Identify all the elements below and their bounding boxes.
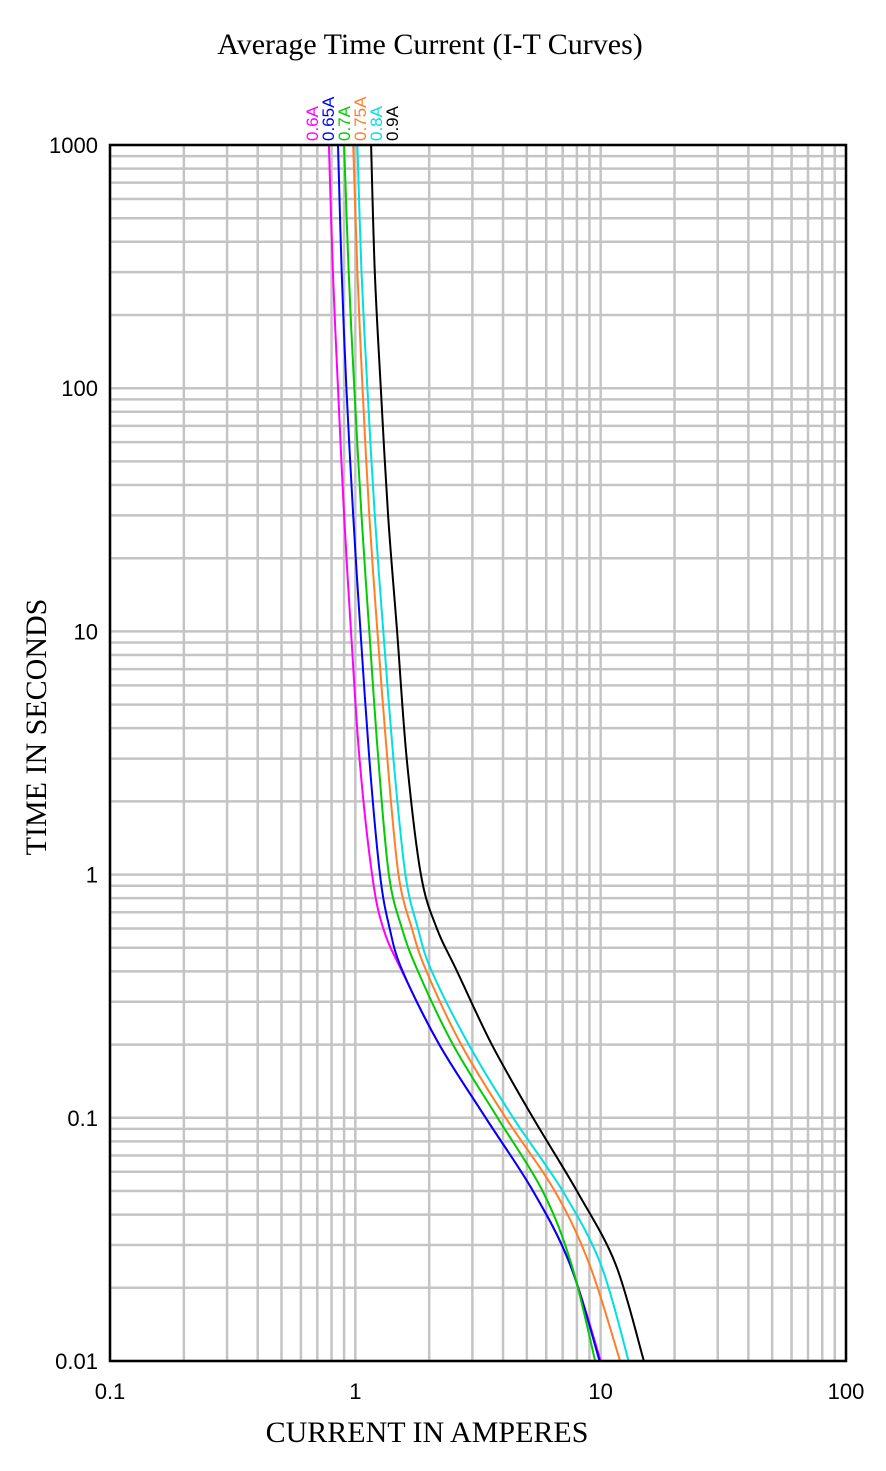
y-axis-label: TIME IN SECONDS <box>20 599 53 856</box>
y-tick-label: 10 <box>74 619 98 644</box>
x-tick-label: 100 <box>828 1379 865 1404</box>
series-line-0.75A <box>352 144 622 1362</box>
series-line-0.65A <box>337 144 601 1362</box>
chart-title: Average Time Current (I-T Curves) <box>217 28 642 61</box>
y-tick-label: 1000 <box>49 133 98 158</box>
legend-label: 0.6A <box>303 105 322 141</box>
y-tick-label: 0.1 <box>67 1106 98 1131</box>
plot-frame <box>108 143 848 1363</box>
legend-label: 0.75A <box>351 96 370 141</box>
x-tick-label: 1 <box>349 1379 361 1404</box>
series-line-0.7A <box>343 144 597 1362</box>
legend-label: 0.65A <box>319 96 338 141</box>
legend-label: 0.8A <box>367 105 386 141</box>
series-line-0.8A <box>356 144 630 1362</box>
legend-label: 0.7A <box>335 105 354 141</box>
tick-labels: 0.1 1 10 100 0.01 0.1 1 10 100 1000 <box>49 133 864 1404</box>
x-tick-label: 10 <box>588 1379 612 1404</box>
curves <box>327 144 645 1362</box>
series-line-0.9A <box>370 144 645 1362</box>
x-tick-label: 0.1 <box>95 1379 126 1404</box>
y-tick-label: 100 <box>61 376 98 401</box>
x-axis-label: CURRENT IN AMPERES <box>266 1416 589 1449</box>
y-tick-label: 0.01 <box>55 1349 98 1374</box>
y-tick-label: 1 <box>86 863 98 888</box>
grid <box>108 143 848 1363</box>
legend-label: 0.9A <box>383 105 402 141</box>
